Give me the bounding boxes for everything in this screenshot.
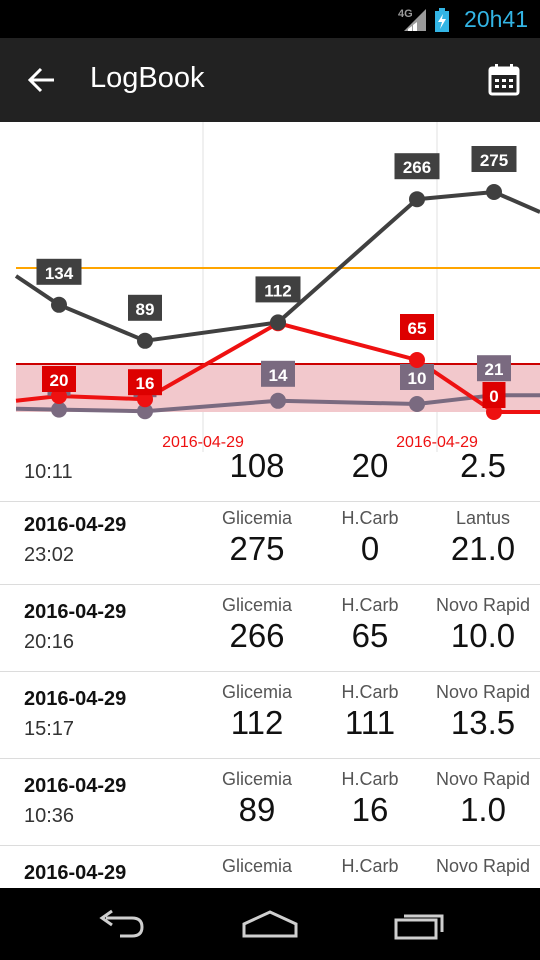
insulin-data-point — [137, 403, 153, 420]
glicemia-data-point — [270, 314, 286, 331]
insulin-label: Novo Rapid — [435, 595, 531, 615]
navigation-bar — [0, 888, 540, 960]
entry-time: 20:16 — [24, 631, 75, 653]
insulin-value: 21.0 — [450, 530, 516, 567]
log-entry[interactable]: 2016-04-29 Glicemia H.Carb Novo Rapid — [0, 846, 540, 888]
insulin-label: Novo Rapid — [435, 682, 531, 702]
insulin-data-point — [51, 401, 67, 418]
glicemia-data-point — [486, 184, 502, 200]
insulin-data-point — [270, 392, 286, 409]
insulin-value: 1.0 — [460, 791, 506, 828]
x-tick-label: 2016-04-29 — [162, 434, 244, 451]
battery-charging-icon — [435, 8, 449, 32]
insulin-data-label: 14 — [269, 366, 288, 385]
glicemia-label: Glicemia — [221, 682, 292, 702]
insulin-value: 13.5 — [450, 704, 516, 741]
x-tick-label: 2016-04-29 — [396, 434, 478, 451]
glicemia-value: 275 — [229, 530, 285, 567]
nav-home-icon[interactable] — [240, 906, 300, 942]
glicemia-value: 266 — [229, 617, 285, 654]
log-entry[interactable]: 2016-04-29 23:02 Glicemia 275 H.Carb 0 L… — [0, 498, 540, 585]
insulin-value: 10.0 — [450, 617, 516, 654]
entry-date: 2016-04-29 — [24, 775, 127, 797]
glicemia-data-label: 275 — [480, 151, 508, 170]
carb-value: 20 — [351, 452, 389, 484]
carb-label: H.Carb — [341, 856, 399, 876]
glicemia-label-box — [36, 258, 82, 285]
network-type: 4G — [398, 8, 413, 20]
glicemia-data-point — [137, 332, 153, 349]
log-entry[interactable]: 10:11 108 20 2.5 — [0, 452, 540, 502]
h_carb-label-box — [400, 314, 434, 340]
insulin-value: 2.5 — [460, 452, 506, 484]
glicemia-label: Glicemia — [221, 856, 292, 876]
insulin-data-point — [409, 396, 425, 412]
carb-value: 0 — [360, 530, 380, 567]
glicemia-label-box — [255, 276, 301, 303]
signal-icon — [404, 9, 426, 31]
h_carb-data-point — [409, 352, 425, 368]
log-entry[interactable]: 2016-04-29 20:16 Glicemia 266 H.Carb 65 … — [0, 585, 540, 672]
glicemia-data-label: 266 — [403, 158, 431, 177]
glicemia-label: Glicemia — [221, 769, 292, 789]
chart-canvas: 311410212016650134891122662752016-04-292… — [14, 122, 540, 452]
page-title: LogBook — [90, 62, 205, 94]
insulin-label: Lantus — [455, 508, 511, 528]
insulin-data-label: 21 — [485, 360, 504, 379]
insulin-data-label: 10 — [408, 369, 427, 388]
h_carb-label-box — [482, 382, 506, 408]
calendar-icon[interactable] — [484, 60, 524, 100]
h_carb-data-label: 65 — [408, 319, 427, 338]
nav-back-icon[interactable] — [92, 906, 148, 942]
glicemia-data-point — [51, 296, 67, 313]
entry-date: 2016-04-29 — [24, 688, 127, 710]
logbook-chart[interactable]: 311410212016650134891122662752016-04-292… — [0, 122, 540, 452]
entry-date: 2016-04-29 — [24, 862, 127, 884]
entry-time: 10:11 — [24, 461, 73, 483]
h_carb-label-box — [42, 366, 76, 392]
app-bar: LogBook — [0, 38, 540, 122]
glicemia-label-box — [128, 294, 162, 321]
insulin-label: Novo Rapid — [435, 769, 531, 789]
carb-label: H.Carb — [341, 682, 399, 702]
arrow-back-icon[interactable] — [22, 60, 62, 100]
carb-value: 111 — [344, 704, 396, 741]
insulin-label: Novo Rapid — [435, 856, 531, 876]
log-list[interactable]: 10:11 108 20 2.5 2016-04-29 23:02 Glicem… — [0, 452, 540, 888]
entry-time: 15:17 — [24, 718, 75, 740]
h_carb-data-label: 0 — [489, 387, 498, 406]
insulin-label-box — [261, 360, 295, 387]
carb-value: 16 — [351, 791, 389, 828]
glicemia-label-box — [471, 146, 517, 172]
glicemia-label: Glicemia — [221, 595, 292, 615]
clock: 20h41 — [464, 6, 528, 32]
nav-recents-icon[interactable] — [392, 906, 452, 942]
carb-label: H.Carb — [341, 508, 399, 528]
h_carb-data-label: 20 — [50, 371, 69, 390]
glicemia-label: Glicemia — [221, 508, 292, 528]
entry-date: 2016-04-29 — [24, 601, 127, 623]
insulin-label-box — [477, 355, 511, 382]
insulin-label-box — [400, 364, 434, 390]
h_carb-data-label: 16 — [136, 374, 155, 393]
glicemia-data-label: 112 — [264, 281, 291, 300]
glicemia-value: 112 — [230, 704, 284, 741]
log-entry[interactable]: 2016-04-29 15:17 Glicemia 112 H.Carb 111… — [0, 672, 540, 759]
glicemia-data-label: 134 — [45, 264, 74, 283]
entry-time: 23:02 — [24, 544, 75, 566]
log-entry[interactable]: 2016-04-29 10:36 Glicemia 89 H.Carb 16 N… — [0, 759, 540, 846]
glicemia-value: 108 — [229, 452, 285, 484]
status-bar: 4G 20h41 — [0, 0, 540, 38]
h_carb-label-box — [128, 369, 162, 396]
entry-date: 2016-04-29 — [24, 514, 127, 536]
entry-time: 10:36 — [24, 805, 75, 827]
glicemia-data-label: 89 — [136, 300, 155, 319]
glicemia-data-point — [409, 191, 425, 208]
carb-value: 65 — [351, 617, 389, 654]
carb-label: H.Carb — [341, 769, 399, 789]
carb-label: H.Carb — [341, 595, 399, 615]
glicemia-value: 89 — [238, 791, 276, 828]
glicemia-label-box — [394, 153, 440, 180]
